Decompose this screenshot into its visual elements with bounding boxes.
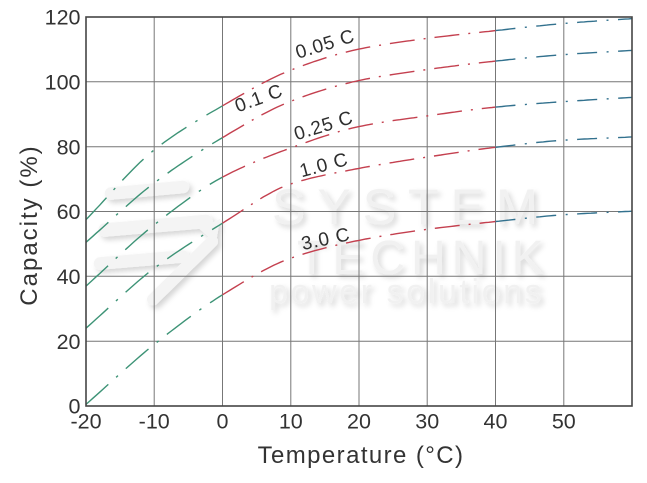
svg-text:20: 20	[57, 330, 81, 354]
svg-text:10: 10	[279, 409, 303, 433]
svg-text:0: 0	[217, 409, 229, 433]
svg-text:Temperature (°C): Temperature (°C)	[258, 442, 465, 469]
svg-text:20: 20	[347, 409, 371, 433]
svg-text:30: 30	[415, 409, 439, 433]
svg-text:Capacity (%): Capacity (%)	[16, 144, 43, 305]
svg-text:50: 50	[552, 409, 576, 433]
svg-text:-10: -10	[139, 409, 170, 433]
svg-text:80: 80	[57, 135, 81, 159]
svg-text:40: 40	[57, 265, 81, 289]
svg-text:power solutions: power solutions	[269, 273, 544, 311]
svg-text:40: 40	[484, 409, 508, 433]
svg-text:120: 120	[45, 6, 81, 30]
svg-text:SYSTEM: SYSTEM	[272, 179, 550, 235]
svg-text:100: 100	[45, 70, 81, 94]
svg-text:-20: -20	[70, 409, 101, 433]
svg-text:60: 60	[57, 200, 81, 224]
svg-text:0: 0	[69, 395, 81, 419]
